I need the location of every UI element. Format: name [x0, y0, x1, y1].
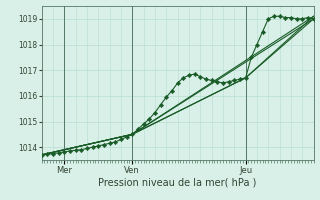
- X-axis label: Pression niveau de la mer( hPa ): Pression niveau de la mer( hPa ): [99, 177, 257, 187]
